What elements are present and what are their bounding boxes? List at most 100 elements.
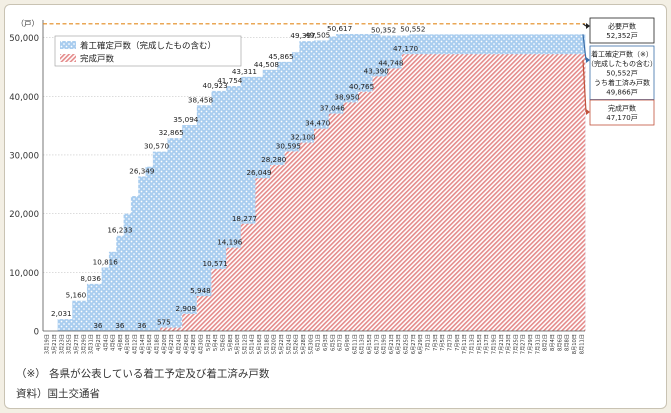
x-tick-label: 7月29日	[527, 334, 534, 354]
confirmed-data-label: 50,352	[371, 26, 396, 35]
completed-bar	[211, 268, 220, 331]
x-tick-label: 4月24日	[176, 334, 183, 354]
x-tick-label: 3月23日	[58, 334, 65, 354]
source-note: 資料）国土交通省	[16, 388, 100, 400]
x-tick-label: 4月4日	[102, 334, 109, 351]
confirmed-bar	[233, 85, 242, 331]
x-tick-label: 5月26日	[293, 334, 300, 354]
confirmed-data-label: 45,865	[268, 52, 293, 61]
confirmed-bar	[211, 90, 220, 331]
completed-bar	[482, 54, 491, 332]
completed-bar	[401, 54, 410, 332]
x-tick-label: 7月11日	[461, 334, 468, 354]
completed-bar	[423, 54, 432, 332]
completed-data-label: 44,748	[378, 58, 404, 67]
completed-data-label: 5,948	[190, 286, 211, 295]
completed-bar	[379, 76, 388, 332]
confirmed-bar	[108, 251, 117, 331]
confirmed-arrow-line	[582, 34, 587, 61]
x-tick-label: 7月21日	[498, 334, 505, 354]
completed-bar	[372, 76, 381, 332]
completed-bar	[497, 54, 505, 332]
confirmed-data-label: 49,397	[290, 31, 315, 40]
x-tick-label: 7月25日	[512, 334, 519, 354]
completed-bar	[409, 54, 417, 332]
x-tick-label: 7月27日	[520, 334, 527, 354]
x-tick-label: 5月4日	[212, 334, 219, 351]
x-tick-label: 7月3日	[432, 334, 439, 351]
completed-arrow-head	[586, 109, 590, 115]
completed-data-label: 36	[137, 321, 147, 330]
confirmed-bar	[57, 319, 66, 331]
completed-bar	[314, 128, 322, 331]
completed-data-label: 26,049	[246, 168, 272, 177]
confirmed-bar	[130, 196, 139, 331]
x-tick-label: 5月10日	[234, 334, 241, 354]
x-tick-label: 5月22日	[278, 334, 285, 354]
confirmed-callout-text: （完成したもの含む）	[587, 59, 657, 68]
x-tick-label: 6月5日	[329, 334, 336, 351]
x-tick-label: 4月18日	[154, 334, 161, 354]
completed-bar	[365, 91, 373, 331]
completed-bar	[160, 327, 168, 331]
completed-data-label: 34,470	[305, 119, 331, 128]
x-tick-label: 3月31日	[88, 334, 95, 354]
required-arrow-line	[582, 23, 587, 27]
confirmed-bar	[86, 283, 95, 331]
confirmed-callout-text: 49,866戸	[606, 89, 638, 97]
x-tick-label: 5月30日	[307, 334, 314, 354]
x-tick-label: 5月18日	[263, 334, 270, 354]
confirmed-bar	[226, 85, 234, 331]
confirmed-bar	[79, 300, 88, 331]
legend-box	[54, 35, 242, 67]
completed-data-label: 37,046	[320, 104, 346, 113]
required-callout-text: 必要戸数	[608, 22, 636, 31]
confirmed-data-label: 35,094	[173, 115, 199, 124]
completed-bar	[453, 54, 461, 332]
completed-bar	[416, 54, 425, 332]
completed-callout-box	[589, 99, 655, 126]
confirmed-data-label: 40,923	[203, 81, 228, 90]
x-tick-label: 6月23日	[395, 334, 402, 354]
x-tick-label: 5月2日	[205, 334, 212, 351]
completed-bar	[387, 68, 395, 331]
x-tick-label: 6月11日	[351, 334, 358, 354]
x-tick-label: 3月21日	[51, 334, 58, 354]
x-tick-label: 6月17日	[373, 334, 380, 354]
x-tick-label: 5月12日	[241, 334, 248, 354]
x-tick-label: 4月16日	[146, 334, 153, 354]
completed-bar	[548, 54, 557, 332]
completed-bar	[460, 54, 469, 332]
x-tick-label: 3月25日	[66, 334, 73, 354]
completed-bar	[204, 296, 212, 331]
x-tick-label: 7月5日	[439, 334, 446, 351]
legend-label-confirmed: 着工確定戸数（完成したもの含む）	[80, 41, 216, 52]
completed-bar	[299, 142, 307, 331]
footnote: （※） 各県が公表している着工予定及び着工済み戸数	[16, 368, 270, 380]
completed-data-label: 36	[115, 321, 125, 330]
x-tick-label: 6月19日	[381, 334, 388, 354]
completed-bar	[504, 54, 513, 332]
legend-label-completed: 完成戸数	[80, 54, 115, 65]
confirmed-data-label: 5,160	[66, 291, 87, 300]
confirmed-bar	[174, 138, 183, 331]
x-tick-label: 8月2日	[542, 334, 549, 351]
completed-bar	[284, 151, 293, 331]
x-tick-label: 6月29日	[417, 334, 424, 354]
x-tick-label: 4月30日	[197, 334, 204, 354]
x-tick-label: 3月19日	[44, 334, 51, 354]
completed-callout-text: 完成戸数	[608, 104, 636, 113]
x-tick-label: 8月10日	[571, 334, 578, 354]
completed-bar	[189, 313, 198, 331]
completed-bar	[489, 54, 498, 332]
completed-bar	[321, 128, 329, 331]
x-tick-label: 4月2日	[95, 334, 102, 351]
completed-bar	[570, 54, 578, 332]
y-unit-label: （戸）	[17, 19, 40, 28]
confirmed-bar	[196, 105, 205, 331]
confirmed-callout-text: うち着工済み戸数	[594, 78, 650, 87]
x-tick-label: 3月29日	[80, 334, 87, 354]
confirmed-bar	[101, 267, 110, 331]
x-tick-label: 5月20日	[271, 334, 278, 354]
